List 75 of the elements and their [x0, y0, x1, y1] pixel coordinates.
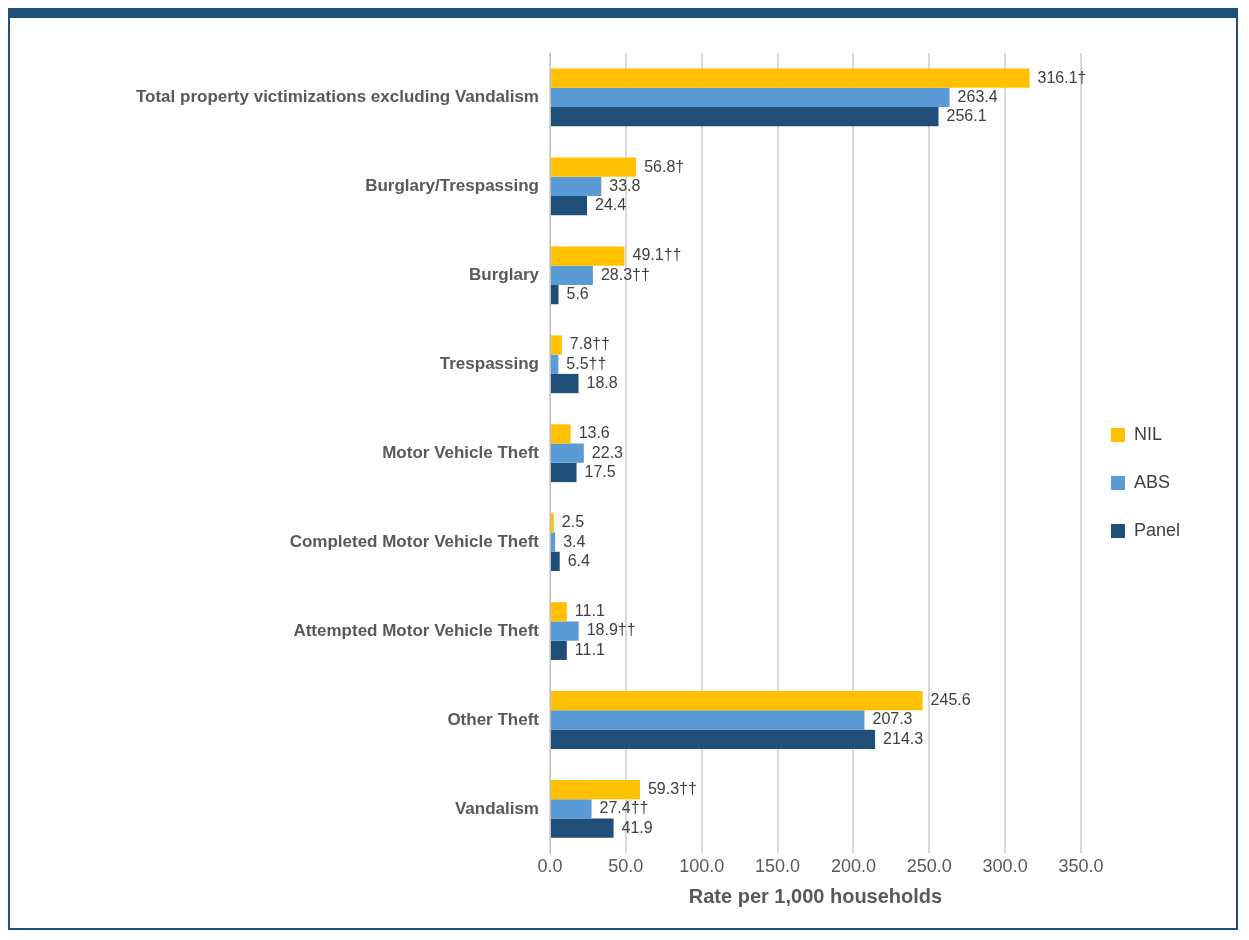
x-tick-label: 100.0: [679, 856, 725, 877]
y-tick-label: Burglary: [469, 265, 540, 285]
data-label: 27.4††: [599, 799, 649, 817]
data-label: 263.4: [957, 87, 998, 105]
bar: [551, 513, 554, 533]
data-label: 7.8††: [569, 335, 610, 353]
x-tick-label: 50.0: [608, 856, 644, 877]
data-label: 3.4: [563, 532, 586, 550]
data-label: 17.5: [584, 462, 616, 480]
data-label: 6.4: [567, 551, 591, 569]
data-label: 28.3††: [600, 265, 650, 283]
y-tick-label: Burglary/Trespassing: [365, 176, 539, 196]
bar: [551, 176, 602, 197]
bar: [551, 551, 560, 572]
x-axis-title: Rate per 1,000 households: [688, 884, 943, 907]
bar: [551, 68, 1030, 88]
bar: [551, 780, 640, 800]
bar: [551, 621, 579, 641]
y-tick-label: Motor Vehicle Theft: [382, 442, 540, 462]
data-label: 5.5††: [566, 354, 607, 372]
bar: [551, 354, 559, 374]
x-tick-label: 150.0: [755, 856, 801, 877]
data-label: 207.3: [872, 710, 913, 728]
bar: [551, 335, 562, 355]
data-label: 59.3††: [647, 780, 697, 798]
data-label: 11.1: [574, 602, 605, 620]
x-tick-label: 200.0: [830, 856, 876, 877]
legend-label: NIL: [1133, 423, 1162, 444]
bar: [551, 373, 579, 394]
data-label: 49.1††: [632, 246, 682, 264]
bar: [551, 818, 614, 838]
bar: [551, 729, 876, 749]
x-tick-label: 300.0: [982, 856, 1028, 877]
bar: [551, 284, 559, 305]
bar: [551, 799, 592, 819]
data-label: 18.8: [586, 373, 618, 391]
bar: [551, 87, 950, 108]
y-tick-label: Completed Motor Vehicle Theft: [289, 531, 540, 551]
bar: [551, 462, 577, 483]
legend-label: ABS: [1133, 471, 1170, 492]
data-label: 18.9††: [586, 621, 636, 639]
data-label: 2.5: [561, 513, 585, 531]
data-label: 22.3: [591, 443, 624, 461]
y-tick-label: Attempted Motor Vehicle Theft: [293, 620, 540, 640]
data-label: 316.1†: [1037, 68, 1087, 86]
bar: [551, 443, 584, 463]
bar: [551, 691, 923, 711]
bar: [551, 107, 939, 127]
y-tick-label: Vandalism: [454, 798, 539, 818]
bar: [551, 246, 625, 266]
y-tick-label: Trespassing: [439, 353, 539, 373]
bar: [551, 640, 567, 660]
x-tick-label: 0.0: [537, 856, 563, 877]
bar: [551, 532, 556, 552]
data-label: 245.6: [930, 691, 971, 709]
data-label: 33.8: [609, 176, 641, 194]
data-label: 56.8†: [644, 157, 685, 175]
bar: [551, 157, 637, 177]
data-label: 5.6: [566, 285, 589, 303]
y-tick-label: Other Theft: [447, 709, 540, 729]
bar: [551, 265, 593, 285]
bar: [551, 602, 567, 622]
data-label: 256.1: [946, 107, 987, 125]
x-tick-label: 250.0: [906, 856, 952, 877]
x-tick-label: 350.0: [1058, 856, 1104, 877]
y-tick-label: Total property victimizations excluding Vandalism: [135, 87, 539, 107]
bar: [551, 196, 588, 216]
bar: [551, 424, 571, 444]
data-label: 13.6: [578, 424, 610, 442]
data-label: 24.4: [595, 196, 627, 214]
data-label: 41.9: [621, 818, 653, 836]
data-label: 11.1: [574, 640, 605, 658]
legend-label: Panel: [1133, 519, 1181, 540]
bar: [551, 710, 865, 730]
data-label: 214.3: [883, 729, 924, 747]
